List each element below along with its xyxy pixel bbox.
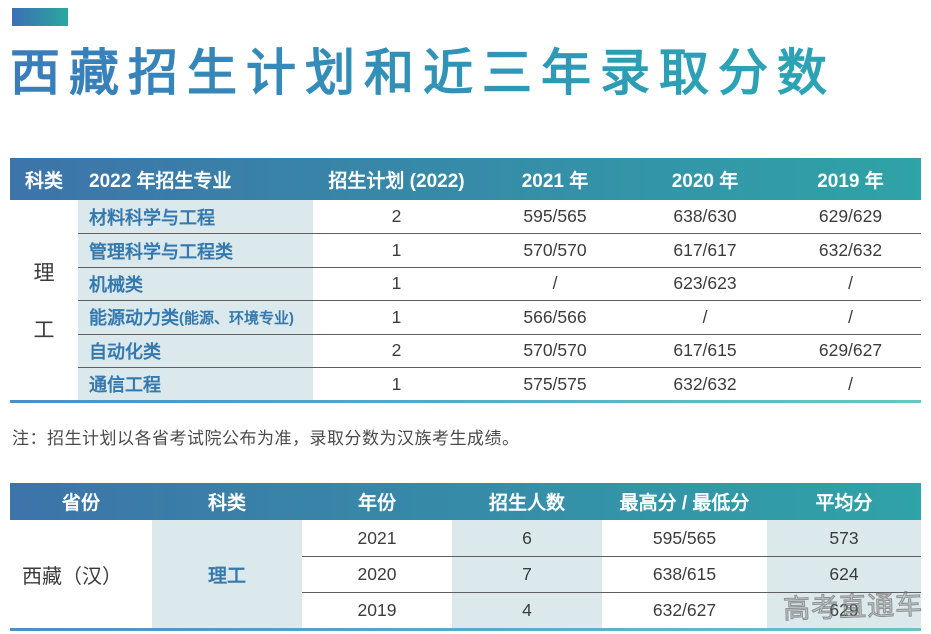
plan-cell: 2 [391, 206, 402, 227]
score-2021-cell: 595/565 [523, 206, 587, 227]
score-2019-cell: / [780, 266, 921, 300]
plan-cell: 1 [313, 233, 480, 266]
table1-header-2021: 2021 年 [521, 170, 589, 192]
plan-cell: 2 [313, 333, 480, 367]
page-title: 西藏招生计划和近三年录取分数 [10, 42, 836, 105]
count-cell: 4 [452, 592, 602, 628]
category-char-gong: 工 [33, 318, 55, 342]
table2-header-hi-lo: 最高分 / 最低分 [619, 493, 750, 514]
plan-cell: 1 [313, 300, 480, 333]
category-merged-cell: 理工 [152, 520, 302, 628]
year-cell: 2020 [302, 556, 452, 592]
major-label: 管理科学与工程类 [89, 241, 233, 262]
major-label: 机械类 [89, 274, 143, 295]
score-2020-cell: 617/615 [630, 333, 780, 367]
category-merged-cell: 理 工 [10, 200, 78, 401]
plan-cell: 1 [313, 266, 480, 300]
count-cell: 7 [452, 556, 602, 592]
score-2019-cell: 632/632 [780, 233, 921, 266]
count-cell: 6 [452, 520, 602, 556]
table1-header-2019: 2019 年 [817, 170, 884, 192]
province-merged-cell: 西藏（汉） [10, 520, 152, 628]
hi-lo-cell: 632/627 [602, 592, 767, 628]
table1-body: 理 工 材料科学与工程 2 595/565 638/630 629/629 管理… [10, 200, 921, 404]
score-2021-cell: 566/566 [480, 300, 630, 333]
table2-header-year: 年份 [357, 493, 396, 514]
major-cell: 自动化类 [78, 333, 313, 367]
table2-header-row: 省份 科类 年份 招生人数 最高分 / 最低分 平均分 [10, 483, 921, 520]
score-2020-cell: 632/632 [630, 366, 780, 400]
table1-header-2020: 2020 年 [671, 170, 739, 192]
table1-header-row: 科类 2022 年招生专业 招生计划 (2022) 2021 年 2020 年 … [10, 158, 921, 200]
watermark: 高考直通车 [782, 589, 924, 625]
score-2019-cell: / [780, 300, 921, 333]
major-cell: 材料科学与工程 [78, 200, 313, 234]
major-label: 自动化类 [89, 341, 161, 362]
score-2019-cell: / [780, 366, 921, 400]
plan-cell: 1 [313, 366, 480, 400]
major-cell: 能源动力类 (能源、环境专业) [78, 300, 313, 334]
accent-bar [12, 8, 68, 26]
average-cell: 573 [767, 520, 921, 556]
score-2021-cell: 575/575 [480, 366, 630, 400]
score-2020-cell: 617/617 [630, 233, 780, 266]
major-label: 材料科学与工程 [89, 207, 215, 228]
major-cell: 管理科学与工程类 [78, 233, 313, 267]
score-2020-cell: 623/623 [630, 266, 780, 300]
score-2021-cell: 570/570 [480, 333, 630, 367]
table1-header-category: 科类 [24, 170, 63, 192]
table2-header-province: 省份 [61, 493, 100, 514]
table2-header-count: 招生人数 [488, 493, 565, 514]
score-2021-cell: / [480, 266, 630, 300]
score-2019-cell: 629/629 [818, 206, 883, 227]
average-cell: 624 [767, 556, 921, 592]
table2-header-average: 平均分 [815, 493, 873, 514]
year-cell: 2021 [357, 527, 397, 548]
hi-lo-cell: 595/565 [652, 527, 717, 548]
average-cell: 629 [767, 592, 921, 628]
major-label: 能源动力类 [89, 308, 179, 329]
score-2019-cell: 629/627 [780, 333, 921, 367]
score-2020-cell: 638/630 [673, 206, 737, 227]
hi-lo-cell: 638/615 [602, 556, 767, 592]
enrollment-plan-table: 科类 2022 年招生专业 招生计划 (2022) 2021 年 2020 年 … [10, 158, 921, 404]
year-cell: 2019 [302, 592, 452, 628]
score-2021-cell: 570/570 [480, 233, 630, 266]
table1-header-major: 2022 年招生专业 [89, 170, 232, 192]
table2-header-category: 科类 [207, 493, 246, 514]
province-scores-table: 省份 科类 年份 招生人数 最高分 / 最低分 平均分 西藏（汉） 理工 202… [10, 483, 921, 631]
major-cell: 机械类 [78, 266, 313, 301]
major-note: (能源、环境专业) [179, 309, 294, 327]
table2-body: 西藏（汉） 理工 2021 6 595/565 573 2020 7 638/6… [10, 520, 921, 631]
category-char-li: 理 [33, 261, 55, 285]
major-label: 通信工程 [89, 375, 161, 396]
major-cell: 通信工程 [78, 366, 313, 401]
footnote: 注：招生计划以各省考试院公布为准，录取分数为汉族考生成绩。 [12, 429, 520, 448]
score-2020-cell: / [630, 300, 780, 333]
table1-header-plan: 招生计划 (2022) [328, 170, 465, 192]
